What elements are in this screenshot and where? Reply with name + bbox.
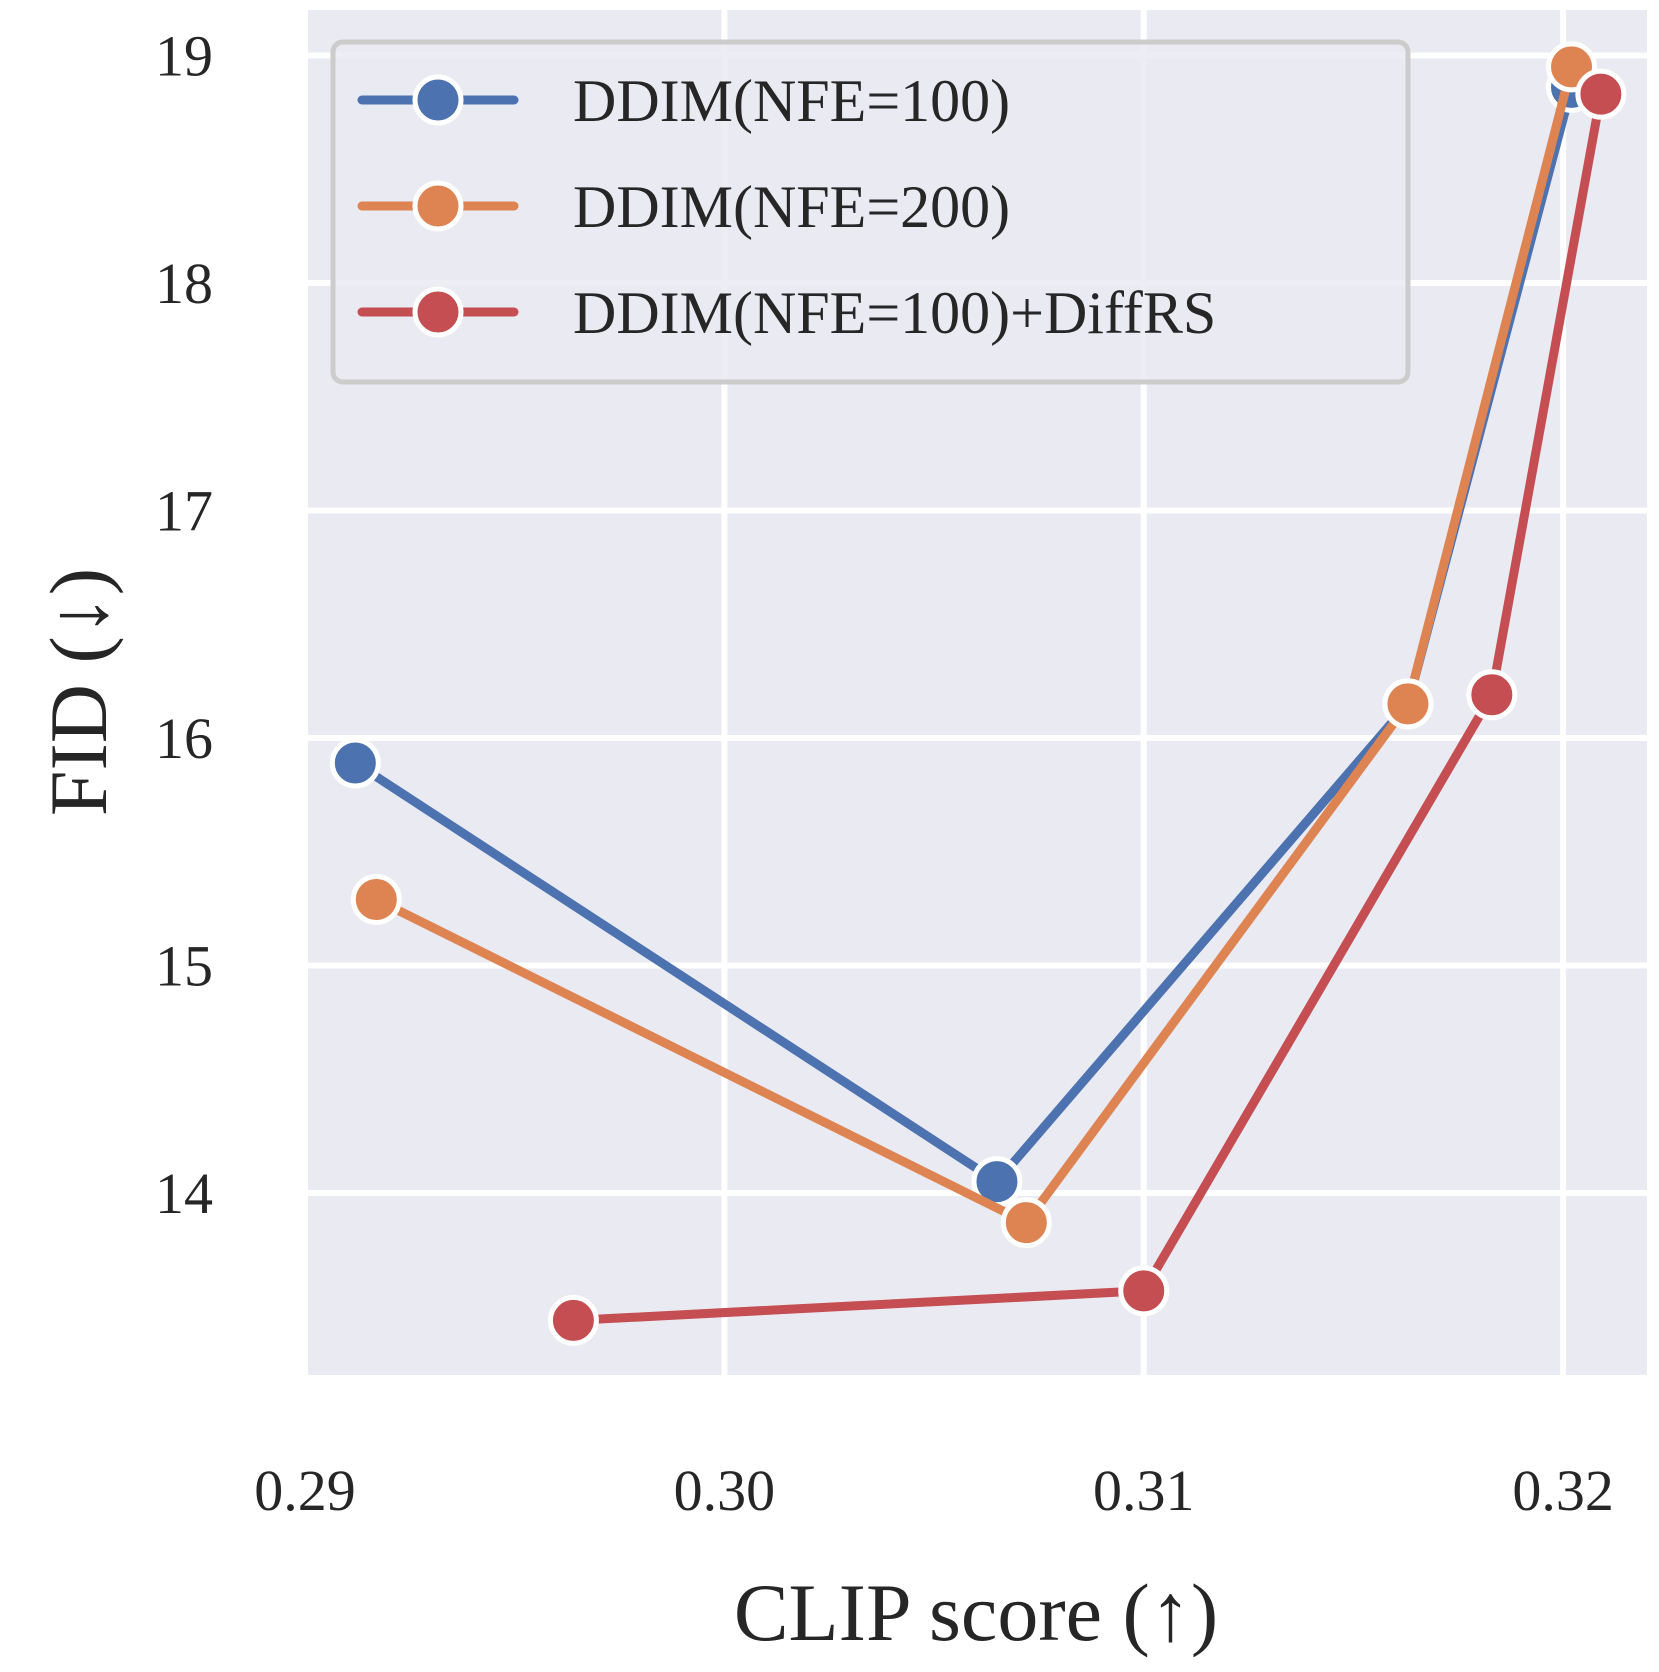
y-tick-label: 18 <box>155 251 213 316</box>
x-tick-label: 0.31 <box>1093 1458 1195 1523</box>
legend-frame <box>330 39 1411 385</box>
data-point <box>1466 669 1518 721</box>
series-1 <box>350 41 1598 1249</box>
legend: DDIM(NFE=100) DDIM(NFE=200) DDIM(NFE=100)+… <box>330 39 1411 385</box>
x-tick-label: 0.30 <box>674 1458 776 1523</box>
legend-swatch-marker <box>412 286 464 338</box>
legend-item: DDIM(NFE=100) <box>357 68 1010 134</box>
x-tick-label: 0.29 <box>254 1458 356 1523</box>
legend-label: DDIM(NFE=100) <box>573 68 1010 134</box>
legend-item: DDIM(NFE=200) <box>357 174 1010 240</box>
legend-swatch-marker <box>412 74 464 126</box>
y-tick-label: 19 <box>155 24 213 89</box>
x-axis-title: CLIP score (↑) <box>734 1567 1218 1658</box>
series-2 <box>547 68 1627 1346</box>
series-layer <box>329 41 1627 1346</box>
y-tick-label: 15 <box>155 934 213 999</box>
data-point <box>547 1294 599 1346</box>
data-point <box>1118 1265 1170 1317</box>
tick-labels: 0.29 0.30 0.31 0.32 14 15 16 17 18 19 <box>155 24 1614 1524</box>
series-line <box>371 62 1576 1228</box>
y-tick-label: 17 <box>155 479 213 544</box>
y-tick-label: 14 <box>155 1161 213 1226</box>
legend-item: DDIM(NFE=100)+DiffRS <box>357 280 1216 346</box>
data-point <box>1575 68 1627 120</box>
data-point <box>350 874 402 926</box>
data-point <box>1382 678 1434 730</box>
legend-swatch-marker <box>412 180 464 232</box>
y-axis-title: FID (↓) <box>33 568 124 816</box>
legend-label: DDIM(NFE=100)+DiffRS <box>573 280 1216 346</box>
data-point <box>1000 1197 1052 1249</box>
legend-label: DDIM(NFE=200) <box>573 174 1010 240</box>
series-line <box>568 89 1606 1325</box>
x-tick-label: 0.32 <box>1512 1458 1614 1523</box>
data-point <box>329 737 381 789</box>
y-tick-label: 16 <box>155 706 213 771</box>
